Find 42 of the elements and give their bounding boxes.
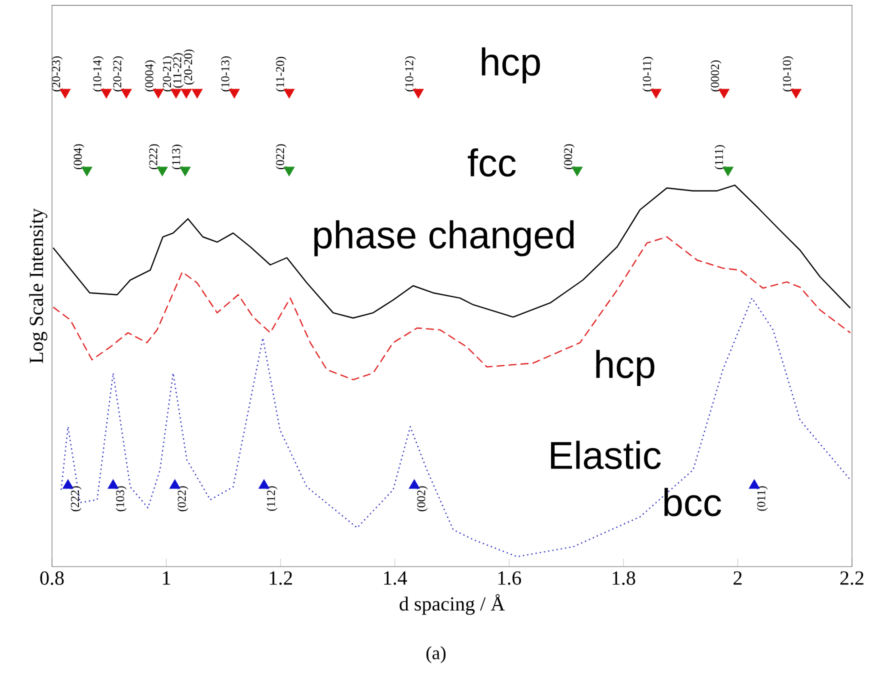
series-label: phase changed	[314, 220, 574, 256]
series-label: bcc	[664, 488, 722, 516]
annotation: (103)	[116, 486, 127, 512]
annotation: (10-10)	[782, 56, 794, 92]
x-tick-label: 1.4	[384, 571, 408, 585]
annotation: (20-23)	[52, 56, 63, 92]
annotation: (002)	[416, 486, 428, 512]
annotation: (10-11)	[642, 56, 654, 92]
annotation: (20-22)	[112, 56, 124, 92]
annotation: (022)	[276, 144, 287, 170]
annotation: (004)	[73, 144, 84, 170]
x-tick-label: 1.8	[612, 571, 636, 585]
annotation: (20-21)	[162, 56, 174, 92]
x-tick-label: 0.8	[40, 571, 64, 585]
annotation: (10-14)	[92, 56, 104, 92]
annotation: (11-20)	[276, 56, 287, 92]
series-label: hcp	[596, 350, 654, 386]
text: (a)	[426, 646, 446, 664]
x-tick-label: 2.2	[840, 571, 864, 585]
x-axis-title: d spacing / Å	[400, 594, 505, 615]
annotation: (222)	[148, 144, 160, 170]
x-tick-label: 1.2	[270, 571, 292, 585]
annotation: (011)	[756, 486, 768, 511]
annotation: (0004)	[144, 60, 156, 92]
annotation: (0002)	[710, 60, 722, 92]
series-label: fcc	[468, 148, 516, 177]
annotation: (222)	[70, 486, 82, 512]
annotation: (20-20)	[184, 50, 195, 85]
annotation: (002)	[564, 144, 575, 170]
y-axis-title: Log Scale Intensity	[29, 208, 48, 364]
x-tick-label: 2	[734, 571, 742, 585]
annotation: (111)	[714, 145, 726, 170]
x-tick-label: 1	[163, 571, 170, 585]
annotation: (10-13)	[220, 56, 232, 92]
series-label: hcp	[482, 47, 540, 84]
annotation: (10-12)	[404, 56, 416, 92]
annotation: (113)	[172, 144, 183, 170]
annotation: (022)	[177, 486, 188, 512]
annotation: (112)	[266, 486, 278, 511]
series-label: Elastic	[551, 440, 661, 470]
x-tick-label: 1.6	[498, 571, 522, 585]
annotation: (11-22)	[172, 53, 184, 88]
